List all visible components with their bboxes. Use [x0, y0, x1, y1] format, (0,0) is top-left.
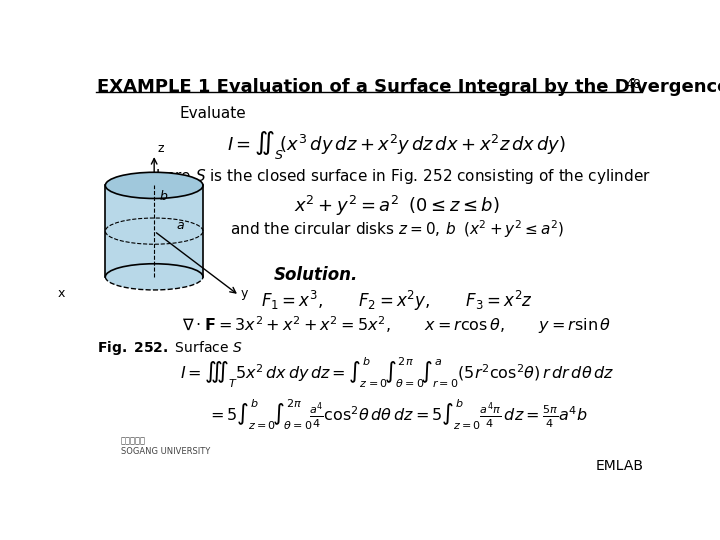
Text: and the circular disks $z = 0,\,b \;\; (x^2 + y^2 \leq a^2)$: and the circular disks $z = 0,\,b \;\; (… [230, 219, 564, 240]
Text: $F_1 = x^3, \qquad F_2 = x^2y, \qquad F_3 = x^2z$: $F_1 = x^3, \qquad F_2 = x^2y, \qquad F_… [261, 288, 533, 313]
Text: 48: 48 [626, 78, 642, 91]
Polygon shape [105, 185, 203, 277]
Text: $\nabla \cdot \mathbf{F} = 3x^2 + x^2 + x^2 = 5x^2, \qquad x = r\cos\theta, \qqu: $\nabla \cdot \mathbf{F} = 3x^2 + x^2 + … [182, 314, 611, 336]
Text: z: z [158, 142, 164, 155]
Ellipse shape [105, 264, 203, 290]
Text: y: y [241, 287, 248, 300]
Text: $x^2 + y^2 = a^2 \;\; (0 \leq z \leq b)$: $x^2 + y^2 = a^2 \;\; (0 \leq z \leq b)$ [294, 194, 500, 218]
Text: $I = \iiint_T 5x^2\,dx\,dy\,dz = \int_{z=0}^{b}\!\int_{\theta=0}^{2\pi}\!\int_{r: $I = \iiint_T 5x^2\,dx\,dy\,dz = \int_{z… [180, 356, 614, 390]
Text: $b$: $b$ [158, 189, 168, 203]
Ellipse shape [105, 172, 203, 199]
Text: EMLAB: EMLAB [595, 459, 644, 473]
Text: 서강대학교
SOGANG UNIVERSITY: 서강대학교 SOGANG UNIVERSITY [121, 436, 210, 456]
Text: $= 5\int_{z=0}^{b}\!\int_{\theta=0}^{2\pi}\!\frac{a^4}{4}\cos^2\!\theta\,d\theta: $= 5\int_{z=0}^{b}\!\int_{\theta=0}^{2\p… [207, 397, 588, 432]
Text: where $S$ is the closed surface in Fig. 252 consisting of the cylinder: where $S$ is the closed surface in Fig. … [143, 167, 651, 186]
Text: $a$: $a$ [176, 219, 185, 232]
Text: Solution.: Solution. [274, 266, 359, 285]
Text: x: x [58, 287, 66, 300]
Text: $\mathbf{Fig.\ 252.}$ Surface $S$: $\mathbf{Fig.\ 252.}$ Surface $S$ [97, 339, 243, 357]
Text: EXAMPLE 1 Evaluation of a Surface Integral by the Divergence Theorem: EXAMPLE 1 Evaluation of a Surface Integr… [97, 78, 720, 96]
Text: Evaluate: Evaluate [179, 106, 246, 122]
Text: $I = \iint_S \!(x^3\,dy\,dz + x^2y\,dz\,dx + x^2z\,dx\,dy)$: $I = \iint_S \!(x^3\,dy\,dz + x^2y\,dz\,… [228, 129, 567, 161]
